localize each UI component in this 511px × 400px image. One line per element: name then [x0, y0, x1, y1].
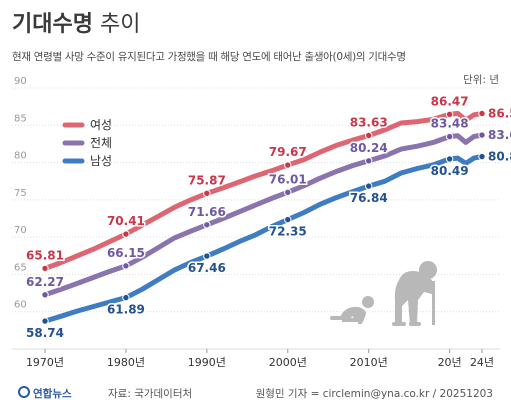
- grid-layer: [12, 87, 500, 350]
- yonhap-logo-icon: [18, 386, 30, 398]
- data-point-total: [365, 157, 373, 165]
- agency-name: 연합뉴스: [33, 388, 72, 400]
- x-tick-labels: 1970년 1980년 1990년 2000년 2010년 20년 24년: [26, 349, 494, 369]
- data-point-female: [365, 131, 373, 140]
- data-label-female: 83.63: [350, 116, 388, 130]
- life-expectancy-chart: 60 65 70 75 80 85 90 65.81 70.41 75.87 79.67 83.63…: [12, 76, 511, 369]
- data-label-total: 76.01: [269, 172, 307, 186]
- data-point-female: [445, 110, 454, 119]
- data-point-male: [41, 317, 49, 325]
- credit-note: 원형민 기자 = circlemin@yna.co.kr / 20251203: [255, 388, 493, 400]
- data-label-male: 58.74: [26, 326, 64, 340]
- data-label-total: 83.69: [488, 128, 511, 142]
- footer: 연합뉴스 자료: 국가데이터처 원형민 기자 = circlemin@yna.c…: [0, 382, 511, 400]
- baby-crawling-icon: [330, 296, 374, 324]
- x-tick-label: 2000년: [269, 356, 307, 369]
- data-point-male: [122, 293, 130, 302]
- x-tick-label: 1980년: [107, 356, 145, 369]
- x-tick-label: 24년: [470, 356, 494, 369]
- data-label-male: 61.89: [107, 303, 145, 317]
- data-label-male: 80.81: [488, 150, 511, 164]
- data-point-total: [41, 291, 49, 299]
- data-label-female: 70.41: [107, 214, 145, 228]
- data-label-total: 80.24: [350, 141, 388, 155]
- data-label-total: 62.27: [26, 275, 64, 289]
- data-point-female: [41, 264, 49, 273]
- legend-label-total: 전체: [90, 136, 112, 150]
- y-tick-label: 60: [14, 300, 27, 311]
- y-tick-label: 85: [14, 113, 27, 124]
- data-label-male: 76.84: [350, 191, 388, 205]
- y-tick-label: 75: [14, 188, 27, 199]
- data-point-male: [203, 252, 211, 260]
- data-label-male: 72.35: [269, 225, 307, 239]
- legend-label-male: 남성: [90, 154, 112, 168]
- data-point-total: [445, 132, 454, 141]
- x-tick-label: 20년: [438, 356, 462, 369]
- data-point-total: [478, 131, 486, 139]
- unit-label: 단위: 년: [463, 74, 499, 86]
- data-labels: 65.81 70.41 75.87 79.67 83.63 86.47 86.58 62.27…: [25, 93, 511, 342]
- data-point-female: [284, 161, 292, 169]
- source-note: 자료: 국가데이터처: [108, 388, 193, 400]
- data-label-male: 80.49: [431, 164, 469, 178]
- data-label-female: 86.58: [488, 107, 511, 121]
- data-label-female: 65.81: [26, 248, 64, 262]
- data-point-male: [478, 152, 486, 161]
- data-label-total: 71.66: [188, 205, 226, 219]
- data-point-total: [284, 188, 292, 197]
- series-layer: [41, 109, 486, 325]
- y-tick-label: 65: [14, 262, 27, 273]
- y-tick-label: 70: [14, 225, 27, 236]
- data-label-total: 66.15: [107, 246, 145, 260]
- legend-label-female: 여성: [90, 118, 112, 132]
- elderly-man-with-cane-icon: [392, 261, 437, 326]
- title-rest: 추이: [99, 12, 141, 37]
- data-label-female: 75.87: [188, 173, 226, 187]
- data-point-male: [365, 182, 373, 190]
- subtitle: 현재 연령별 사망 수준이 유지된다고 가정했을 때 해당 연도에 태어난 출생…: [12, 51, 406, 63]
- y-tick-labels: 60 65 70 75 80 85 90: [14, 76, 27, 311]
- data-point-male: [284, 215, 292, 224]
- data-label-female: 86.47: [431, 94, 469, 108]
- y-tick-label: 90: [14, 76, 27, 87]
- data-point-total: [203, 221, 211, 229]
- x-tick-label: 2010년: [350, 356, 388, 369]
- data-point-male: [445, 155, 454, 163]
- x-tick-label: 1990년: [188, 356, 226, 369]
- data-point-total: [122, 262, 130, 270]
- data-label-female: 79.67: [269, 145, 307, 159]
- y-tick-label: 80: [14, 151, 27, 162]
- data-point-female: [203, 189, 211, 198]
- x-tick-label: 1970년: [26, 356, 64, 369]
- data-label-male: 67.46: [188, 261, 226, 275]
- title-bold: 기대수명: [12, 12, 93, 37]
- page-title: 기대수명 추이: [12, 6, 140, 38]
- data-point-female: [478, 109, 486, 118]
- elderly-figures: [330, 261, 437, 326]
- data-label-total: 83.48: [431, 117, 469, 131]
- data-point-female: [122, 230, 130, 238]
